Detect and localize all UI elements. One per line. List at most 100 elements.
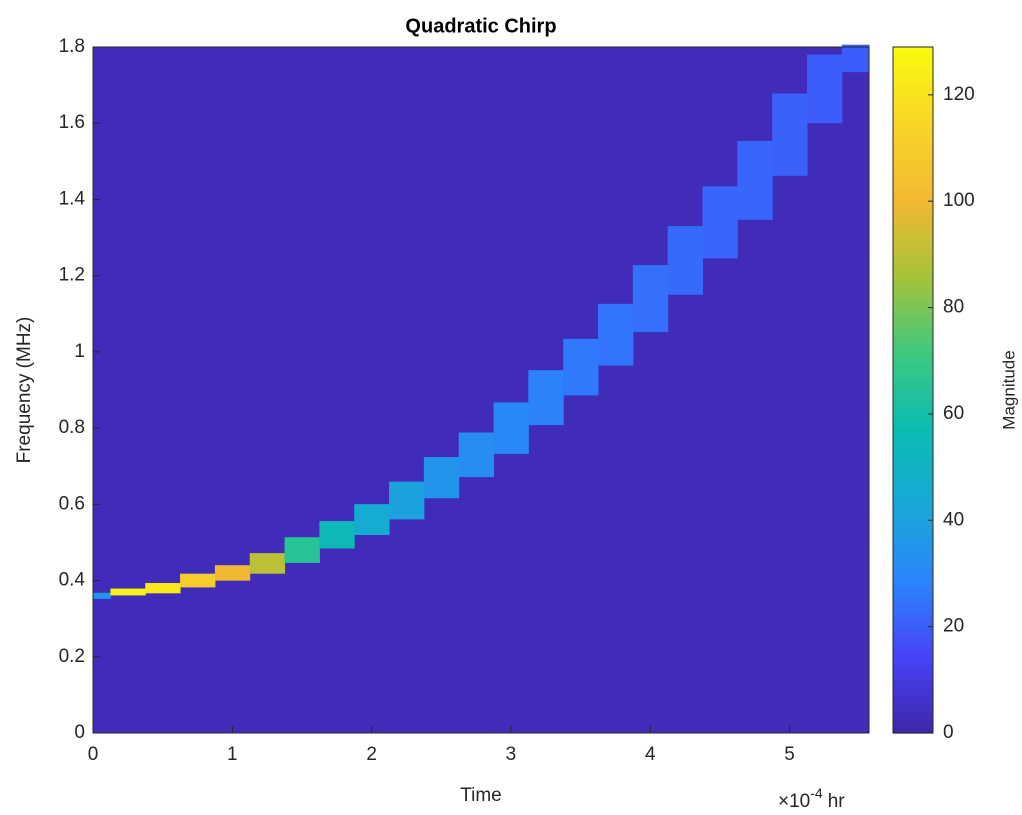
x-tick-label: 4: [645, 744, 656, 765]
colorbar-segment: [893, 298, 933, 305]
colorbar-segment: [893, 373, 933, 380]
colorbar-segment: [893, 73, 933, 80]
colorbar-segment: [893, 722, 933, 729]
colorbar-frame: [892, 46, 934, 734]
chart-title: Quadratic Chirp: [405, 15, 556, 37]
ridge-cell: [493, 402, 529, 454]
colorbar-segment: [893, 304, 933, 311]
colorbar-segment: [893, 202, 933, 209]
y-tick-label: 0.2: [59, 646, 85, 667]
colorbar-segment: [893, 448, 933, 455]
colorbar-segment: [893, 100, 933, 107]
x-tick-label: 2: [366, 744, 377, 765]
colorbar-segment: [893, 277, 933, 284]
colorbar-segment: [893, 620, 933, 627]
colorbar-segment: [893, 245, 933, 252]
colorbar-segment: [893, 336, 933, 343]
colorbar-segment: [893, 320, 933, 327]
colorbar-segment: [893, 406, 933, 413]
colorbar-segment: [893, 604, 933, 611]
colorbar-segment: [893, 105, 933, 112]
colorbar-segment: [893, 148, 933, 155]
colorbar-segment: [893, 432, 933, 439]
colorbar-segment: [893, 416, 933, 423]
colorbar-segment: [893, 684, 933, 691]
y-tick-label: 0.8: [59, 417, 85, 438]
colorbar-segment: [893, 325, 933, 332]
colorbar-segment: [893, 384, 933, 391]
colorbar-segment: [893, 438, 933, 445]
colorbar-segment: [893, 272, 933, 279]
colorbar-segment: [893, 647, 933, 654]
ridge-cell: [598, 303, 634, 366]
colorbar-segment: [893, 550, 933, 557]
colorbar-segment: [893, 609, 933, 616]
plot-frame: [92, 46, 870, 734]
colorbar-segment: [893, 314, 933, 321]
colorbar-segment: [893, 422, 933, 429]
colorbar-tick-label: 120: [943, 84, 975, 105]
ridge-cell: [458, 432, 495, 478]
y-tick-label: 0.6: [59, 493, 85, 514]
colorbar-segment: [893, 84, 933, 91]
colorbar-segment: [893, 636, 933, 643]
colorbar-segment: [893, 288, 933, 295]
y-axis-label: Frequency (MHz): [14, 317, 35, 464]
y-tick-label: 1.6: [59, 112, 85, 133]
colorbar-segment: [893, 347, 933, 354]
colorbar-segment: [893, 400, 933, 407]
colorbar-segment: [893, 561, 933, 568]
colorbar-segment: [893, 534, 933, 541]
colorbar-segment: [893, 170, 933, 177]
colorbar-segment: [893, 502, 933, 509]
ridge-cell: [772, 93, 808, 176]
colorbar-segment: [893, 95, 933, 102]
colorbar-segment: [893, 143, 933, 150]
colorbar-segment: [893, 631, 933, 638]
colorbar-segment: [893, 599, 933, 605]
colorbar-segment: [893, 711, 933, 718]
colorbar-tick-label: 80: [943, 297, 964, 318]
colorbar-segment: [893, 668, 933, 675]
colorbar-segment: [893, 507, 933, 514]
ridge-cell: [528, 370, 564, 426]
colorbar-segment: [893, 175, 933, 182]
colorbar-segment: [893, 727, 933, 734]
colorbar-segment: [893, 261, 933, 268]
colorbar-segment: [893, 523, 933, 530]
ridge-cell: [180, 573, 216, 588]
colorbar-segment: [893, 234, 933, 241]
colorbar-segment: [893, 652, 933, 659]
colorbar-segment: [893, 127, 933, 134]
x-tick-label: 1: [227, 744, 238, 765]
colorbar-tick-label: 20: [943, 616, 964, 637]
colorbar-segment: [893, 545, 933, 552]
colorbar-segment: [893, 427, 933, 434]
colorbar-segment: [893, 250, 933, 257]
colorbar-segment: [893, 566, 933, 573]
colorbar-segment: [893, 186, 933, 193]
colorbar-segment: [893, 454, 933, 461]
ridge-cell: [737, 140, 773, 220]
colorbar-segment: [893, 159, 933, 166]
ridge-cell: [423, 457, 460, 499]
colorbar-segment: [893, 700, 933, 707]
colorbar-segment: [893, 331, 933, 338]
colorbar-segment: [893, 475, 933, 482]
colorbar-segment: [893, 465, 933, 471]
ridge-cell: [702, 186, 738, 259]
colorbar-tick-label: 60: [943, 403, 964, 424]
colorbar-segment: [893, 180, 933, 187]
colorbar-tick-label: 40: [943, 509, 964, 530]
colorbar-segment: [893, 379, 933, 386]
colorbar-segment: [893, 491, 933, 498]
colorbar-segment: [893, 513, 933, 520]
colorbar-segment: [893, 138, 933, 145]
colorbar-segment: [893, 79, 933, 86]
colorbar-segment: [893, 191, 933, 198]
ridge-cell: [807, 54, 843, 124]
ridge-cell: [110, 588, 146, 596]
colorbar-segment: [893, 164, 933, 171]
